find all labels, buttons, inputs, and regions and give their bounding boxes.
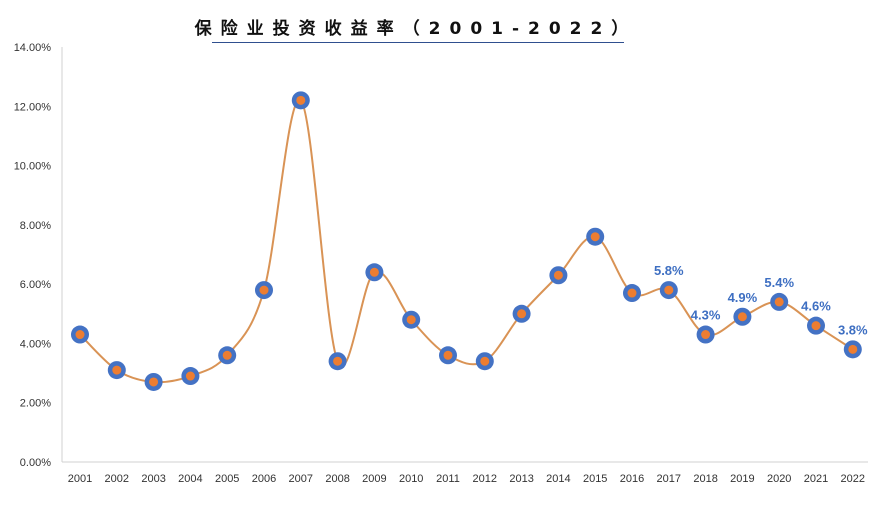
x-tick-label: 2012 <box>473 473 497 485</box>
x-tick-label: 2011 <box>436 473 460 485</box>
x-tick-label: 2010 <box>399 473 423 485</box>
data-point-marker-center <box>774 297 784 307</box>
x-tick-label: 2014 <box>546 473 570 485</box>
y-tick-label: 4.00% <box>20 338 51 350</box>
x-tick-label: 2005 <box>215 473 239 485</box>
data-point-marker-center <box>149 377 159 387</box>
data-label: 4.9% <box>728 290 758 305</box>
y-tick-label: 14.00% <box>14 42 52 54</box>
data-label: 5.8% <box>654 263 684 278</box>
data-point-marker-center <box>664 285 674 295</box>
data-point-marker-center <box>222 350 232 360</box>
data-point-marker-center <box>443 350 453 360</box>
chart-title: 保险业投资收益率（2001-2022） <box>194 19 638 39</box>
data-point-marker-center <box>701 330 711 340</box>
data-point-marker-center <box>406 315 416 325</box>
data-label: 5.4% <box>764 275 794 290</box>
x-tick-label: 2013 <box>509 473 533 485</box>
x-tick-label: 2020 <box>767 473 791 485</box>
data-point-marker-center <box>296 95 306 105</box>
y-tick-label: 12.00% <box>14 101 52 113</box>
data-label: 4.6% <box>801 299 831 314</box>
x-tick-label: 2019 <box>730 473 754 485</box>
x-tick-label: 2015 <box>583 473 607 485</box>
data-point-marker-center <box>627 288 637 298</box>
data-point-marker-center <box>369 267 379 277</box>
x-tick-label: 2003 <box>141 473 165 485</box>
data-point-marker-center <box>848 344 858 354</box>
x-tick-label: 2022 <box>841 473 865 485</box>
data-point-marker-center <box>737 312 747 322</box>
data-point-marker-center <box>553 270 563 280</box>
data-point-marker-center <box>517 309 527 319</box>
x-tick-label: 2001 <box>68 473 92 485</box>
data-point-marker-center <box>333 356 343 366</box>
data-label: 4.3% <box>691 308 721 323</box>
x-tick-label: 2017 <box>657 473 681 485</box>
data-point-marker-center <box>811 321 821 331</box>
x-tick-label: 2007 <box>289 473 313 485</box>
x-tick-label: 2002 <box>105 473 129 485</box>
data-point-marker-center <box>112 365 122 375</box>
x-tick-label: 2021 <box>804 473 828 485</box>
x-tick-label: 2009 <box>362 473 386 485</box>
title-underline <box>212 42 624 43</box>
x-tick-label: 2008 <box>325 473 349 485</box>
x-tick-label: 2016 <box>620 473 644 485</box>
y-tick-label: 10.00% <box>14 161 52 173</box>
y-tick-label: 0.00% <box>20 457 51 469</box>
x-tick-label: 2004 <box>178 473 202 485</box>
data-point-marker-center <box>75 330 85 340</box>
series-line <box>79 99 854 384</box>
y-tick-label: 6.00% <box>20 279 51 291</box>
data-point-marker-center <box>480 356 490 366</box>
y-tick-label: 2.00% <box>20 398 51 410</box>
x-tick-label: 2018 <box>693 473 717 485</box>
y-tick-label: 8.00% <box>20 220 51 232</box>
data-label: 3.8% <box>838 322 868 337</box>
x-tick-label: 2006 <box>252 473 276 485</box>
data-point-marker-center <box>590 232 600 242</box>
data-point-marker-center <box>259 285 269 295</box>
data-point-marker-center <box>185 371 195 381</box>
